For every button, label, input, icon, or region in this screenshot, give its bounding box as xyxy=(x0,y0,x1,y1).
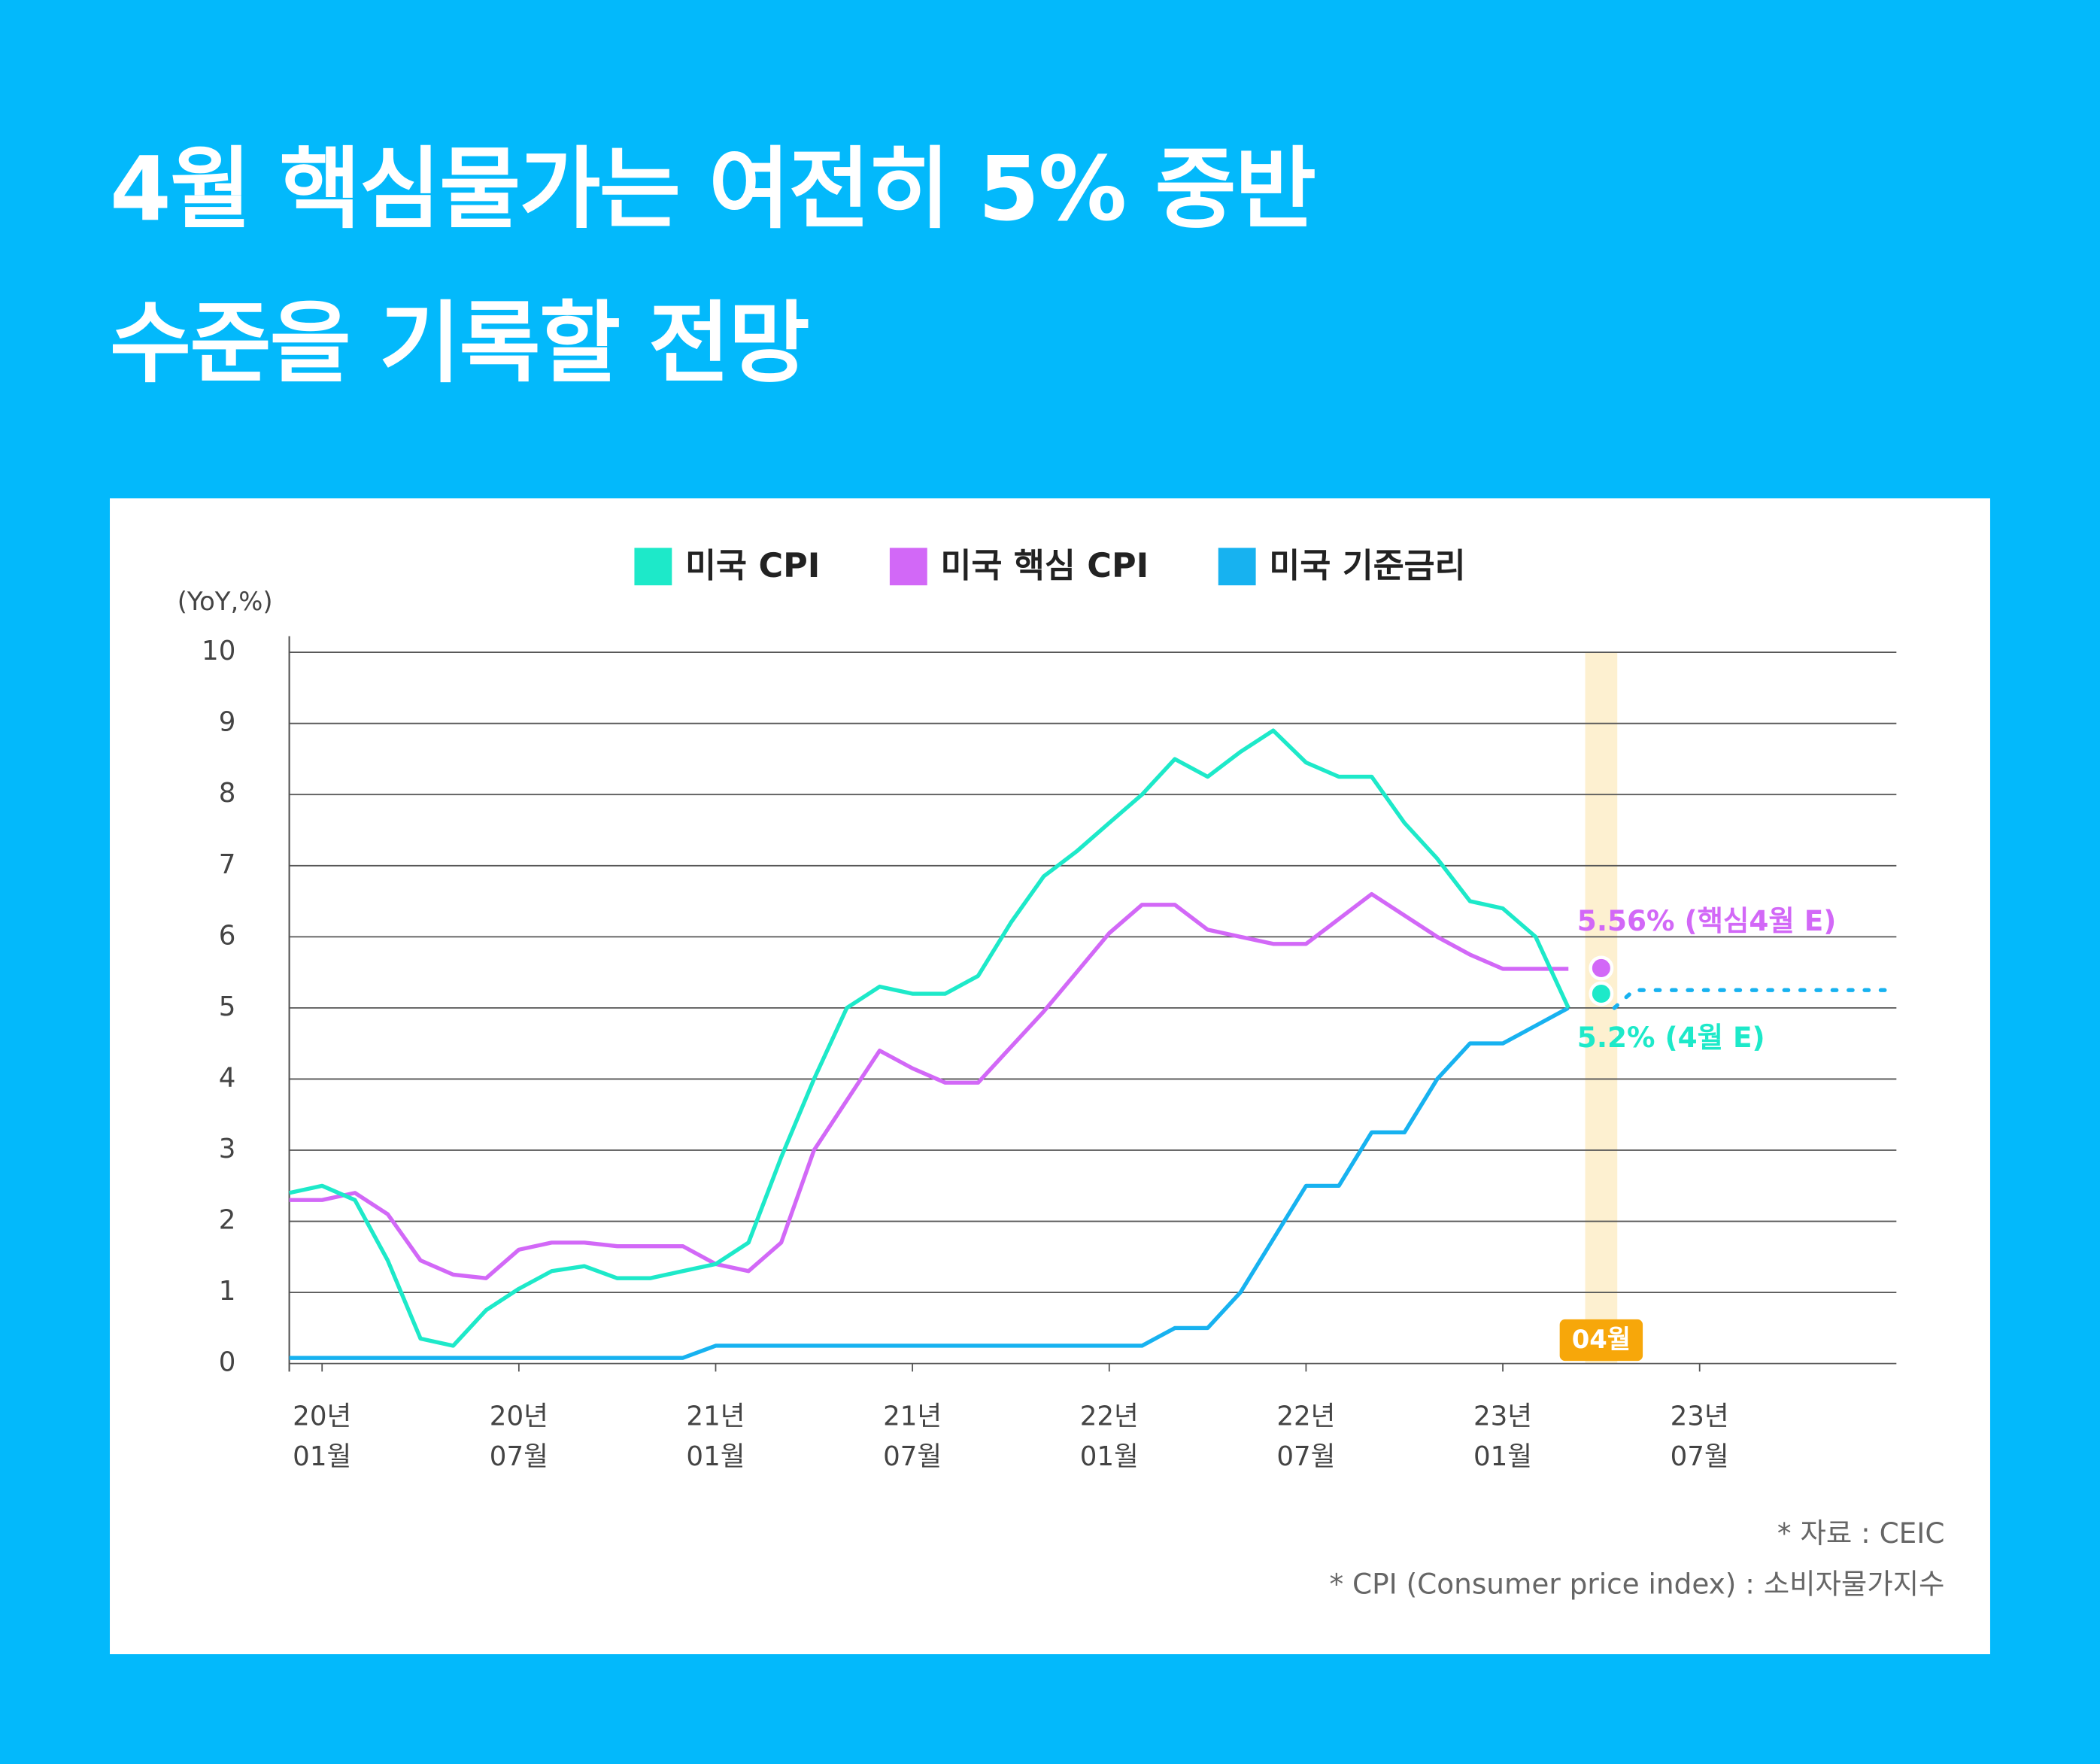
y-tick-label: 5 xyxy=(219,991,236,1022)
forecast-label: 5.2% (4월 E) xyxy=(1577,1021,1765,1054)
legend-swatch xyxy=(1218,548,1256,586)
legend-swatch xyxy=(889,548,927,586)
highlight-label-box xyxy=(1559,1319,1643,1362)
y-tick-label: 10 xyxy=(202,636,235,666)
legend-swatch xyxy=(634,548,672,586)
source-note: * 자료 : CEIC xyxy=(1777,1517,1945,1550)
legend-label: 미국 CPI xyxy=(685,547,820,585)
y-tick-label: 4 xyxy=(219,1062,236,1093)
forecast-point xyxy=(1589,981,1614,1006)
x-tick-label: 23년 01월 xyxy=(1473,1399,1533,1472)
series-line xyxy=(289,891,1569,1280)
y-tick-label: 3 xyxy=(219,1134,236,1164)
x-tick-label: 23년 07월 xyxy=(1670,1399,1729,1472)
forecast-point xyxy=(1589,955,1614,981)
y-tick-label: 0 xyxy=(219,1347,236,1378)
x-tick-label: 20년 07월 xyxy=(489,1399,548,1472)
series-line xyxy=(289,1006,1570,1360)
y-tick-label: 7 xyxy=(219,849,236,880)
x-tick-label: 22년 07월 xyxy=(1276,1399,1336,1472)
y-tick-label: 8 xyxy=(219,778,236,809)
y-tick-label: 9 xyxy=(219,707,236,738)
x-tick-label: 22년 01월 xyxy=(1079,1399,1139,1472)
forecast-label: 5.56% (핵심4월 E) xyxy=(1577,904,1837,937)
x-tick-label: 21년 07월 xyxy=(883,1399,942,1472)
legend-label: 미국 기준금리 xyxy=(1269,547,1465,585)
series-line xyxy=(289,728,1570,1348)
x-tick-label: 20년 01월 xyxy=(293,1399,352,1472)
chart-panel xyxy=(110,498,1990,1655)
y-tick-label: 2 xyxy=(219,1205,236,1236)
page-title: 4월 핵심물가는 여전히 5% 중반 수준을 기록할 전망 xyxy=(110,138,1316,396)
y-axis-label: (YoY,%) xyxy=(178,587,273,616)
source-note: * CPI (Consumer price index) : 소비자물가지수 xyxy=(1329,1568,1944,1601)
x-tick-label: 21년 01월 xyxy=(686,1399,745,1472)
legend-label: 미국 핵심 CPI xyxy=(941,547,1149,585)
y-tick-label: 1 xyxy=(219,1276,236,1307)
y-tick-label: 6 xyxy=(219,920,236,951)
highlight-label: 04월 xyxy=(1572,1325,1631,1354)
